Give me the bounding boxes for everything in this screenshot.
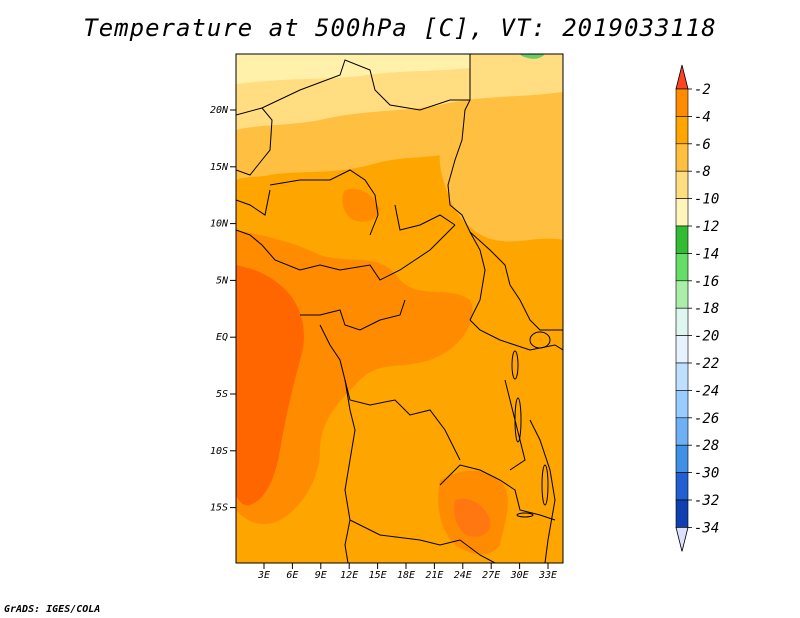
- colorbar-segment: [675, 444, 689, 473]
- colorbar-segment: [675, 88, 689, 117]
- colorbar-segment: [675, 280, 689, 309]
- lon-tick-label: 9E: [315, 570, 327, 581]
- patch-minus2-southeast: [454, 498, 491, 537]
- lon-tick-label: 6E: [286, 570, 298, 581]
- band-minus2-coast: [236, 265, 304, 506]
- colorbar-segment: [675, 170, 689, 199]
- lon-tick-label: 30E: [510, 570, 529, 581]
- colorbar: -2 -4 -6 -8 -10 -12 -14 -16 -18 -20 -22 -24 -26 -28 -3…: [675, 64, 719, 552]
- chart-title: Temperature at 500hPa [C], VT: 201903311…: [83, 14, 717, 42]
- colorbar-segment: [675, 198, 689, 227]
- colorbar-label: -24: [694, 383, 719, 399]
- map-frame: [235, 53, 564, 564]
- colorbar-label: -28: [694, 438, 719, 454]
- lon-tick-label: 21E: [425, 570, 443, 581]
- colorbar-bottom-arrow: [675, 527, 689, 552]
- lon-tick-label: 18E: [397, 570, 415, 581]
- grads-credit: GrADS: IGES/COLA: [4, 604, 101, 615]
- colorbar-label: -32: [694, 493, 719, 509]
- colorbar-segment: [675, 225, 689, 254]
- colorbar-label: -2: [694, 82, 711, 98]
- colorbar-label: -30: [694, 466, 719, 482]
- lon-tick-label: 12E: [340, 570, 358, 581]
- lat-tick-label: 20N: [210, 105, 229, 116]
- colorbar-label: -22: [694, 356, 719, 372]
- colorbar-segment: [675, 417, 689, 446]
- colorbar-label: -12: [694, 219, 719, 235]
- lat-tick-label: 15S: [210, 503, 228, 514]
- lon-tick-label: 27E: [482, 570, 500, 581]
- lon-tick-label: 3E: [257, 570, 270, 581]
- colorbar-label: -26: [694, 411, 719, 427]
- lon-tick-label: 24E: [454, 570, 472, 581]
- colorbar-label: -18: [694, 301, 719, 317]
- colorbar-segment: [675, 499, 689, 528]
- band-minus12-light: [236, 54, 470, 84]
- colorbar-segment: [675, 335, 689, 364]
- colorbar-label: -34: [694, 520, 719, 536]
- patch-minus4-north: [342, 188, 380, 222]
- colorbar-label: -14: [694, 246, 719, 262]
- lat-tick-label: 10N: [210, 219, 229, 230]
- colorbar-label: -6: [694, 137, 711, 153]
- lat-tick-label: 10S: [210, 446, 228, 457]
- country-borders: [236, 54, 563, 563]
- band-east-minus8: [439, 125, 563, 242]
- colorbar-segment: [675, 390, 689, 419]
- colorbar-label: -8: [694, 164, 711, 180]
- latitude-axis: 20N 15N 10N 5N EQ 5S 10S 15S: [210, 105, 236, 514]
- temperature-map: [236, 54, 563, 563]
- colorbar-segment: [675, 472, 689, 501]
- lat-tick-label: EQ: [216, 332, 228, 343]
- longitude-axis: 3E 6E 9E 12E 15E 18E 21E 24E 27E 30E 33E: [257, 563, 557, 581]
- colorbar-segment: [675, 253, 689, 282]
- colorbar-top-arrow: [675, 64, 689, 90]
- lat-tick-label: 15N: [210, 162, 229, 173]
- colorbar-label: -20: [694, 329, 719, 345]
- colorbar-segment: [675, 307, 689, 336]
- colorbar-segment: [675, 143, 689, 172]
- colorbar-segment: [675, 362, 689, 391]
- colorbar-label: -16: [694, 274, 719, 290]
- lon-tick-label: 33E: [538, 570, 557, 581]
- lon-tick-label: 15E: [369, 570, 387, 581]
- colorbar-label: -4: [694, 109, 711, 125]
- lat-tick-label: 5N: [216, 275, 229, 286]
- lat-tick-label: 5S: [216, 389, 228, 400]
- patch-green: [520, 54, 545, 59]
- colorbar-label: -10: [694, 192, 719, 208]
- lakes: [511, 331, 551, 518]
- colorbar-segment: [675, 116, 689, 145]
